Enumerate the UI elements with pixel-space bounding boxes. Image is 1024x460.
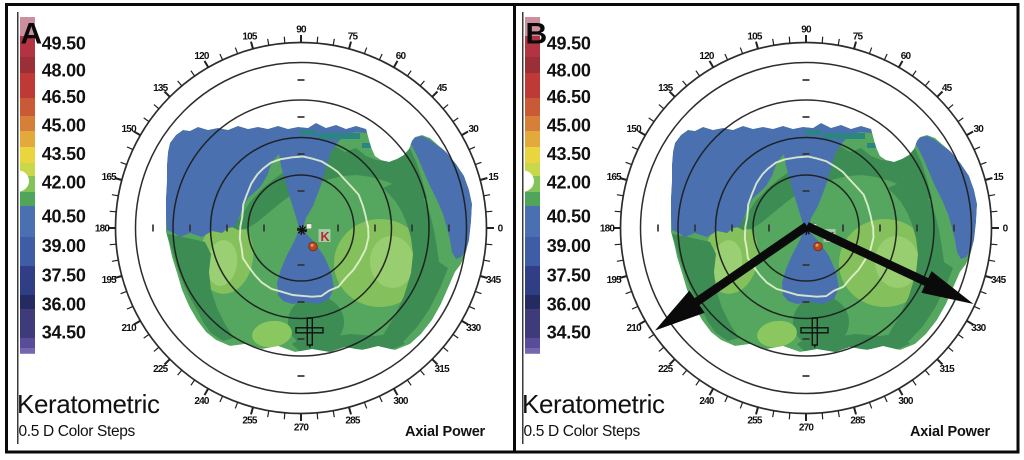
svg-text:A: A bbox=[21, 17, 43, 50]
svg-text:B: B bbox=[526, 17, 548, 50]
